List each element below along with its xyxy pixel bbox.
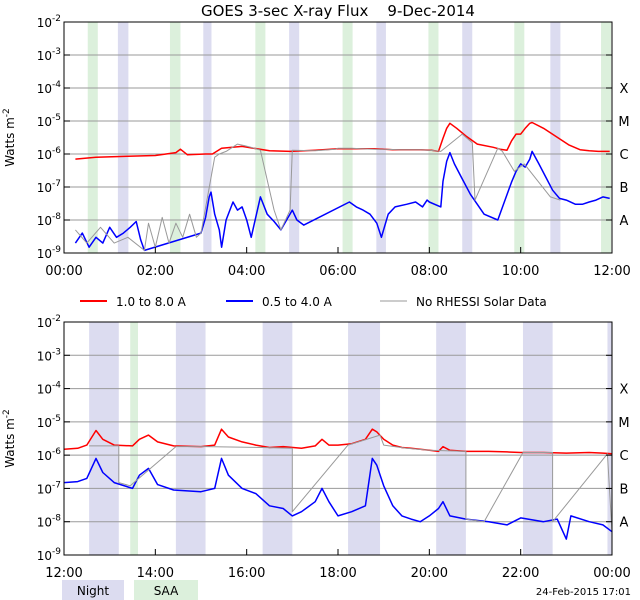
flare-class-A: A <box>620 214 629 229</box>
flare-class-B: B <box>620 181 629 196</box>
panel-1: 10-9 10-8 10-7 10-6 10-5 10-4 10-3 10-2 00:00 02:… <box>2 2 631 279</box>
region-key: Night SAA <box>62 580 198 600</box>
y-tick-label: 10-6 <box>37 447 62 463</box>
y-tick-label: 10-6 <box>37 146 62 162</box>
night-band <box>607 322 612 555</box>
legend-label-0.5-4: 0.5 to 4.0 A <box>262 295 333 309</box>
y-tick-label: 10-4 <box>37 381 62 397</box>
saa-band <box>255 22 266 253</box>
x-tick-label: 08:00 <box>411 264 448 279</box>
y-tick-label: 10-2 <box>37 14 61 30</box>
y-tick-label: 10-5 <box>37 414 61 430</box>
series-1-0-to-8-0-a <box>75 121 610 160</box>
legend-label-1-8: 1.0 to 8.0 A <box>116 295 187 309</box>
night-band <box>522 322 553 555</box>
y-tick-label: 10-3 <box>37 47 61 63</box>
generated-timestamp: 24-Feb-2015 17:01 <box>536 587 631 598</box>
flare-class-C: C <box>619 148 628 163</box>
series-no-rhessi-solar-data <box>89 434 613 532</box>
x-tick-label: 06:00 <box>319 264 356 279</box>
night-band <box>89 322 119 555</box>
x-tick-label: 20:00 <box>411 566 448 581</box>
night-band <box>117 22 129 253</box>
saa-band <box>428 22 439 253</box>
x-tick-label: 00:00 <box>45 264 82 279</box>
night-band <box>262 322 293 555</box>
night-band <box>203 22 212 253</box>
night-key-label: Night <box>77 584 110 598</box>
saa-band <box>601 22 612 253</box>
saa-band <box>514 22 525 253</box>
y-tick-label: 10-8 <box>37 212 62 228</box>
y-tick-label: 10-7 <box>37 179 61 195</box>
x-tick-label: 22:00 <box>502 566 539 581</box>
series-0-5-to-4-0-a <box>63 457 613 540</box>
y-tick-label: 10-9 <box>37 547 62 563</box>
flare-class-M: M <box>618 115 629 130</box>
saa-key-swatch <box>134 580 198 600</box>
series-1-0-to-8-0-a <box>63 428 613 455</box>
legend-label-no-rhessi: No RHESSI Solar Data <box>416 295 547 309</box>
y-tick-label: 10-4 <box>37 80 62 96</box>
saa-band <box>87 22 98 253</box>
saa-key-label: SAA <box>154 584 179 598</box>
night-band <box>289 22 300 253</box>
saa-band <box>130 322 138 555</box>
x-tick-label: 02:00 <box>137 264 174 279</box>
night-band <box>348 322 381 555</box>
flare-class-X: X <box>620 383 629 398</box>
y-tick-label: 10-2 <box>37 314 61 330</box>
series-0-5-to-4-0-a <box>74 150 610 252</box>
saa-band <box>169 22 181 253</box>
y-tick-label: 10-9 <box>37 245 62 261</box>
x-tick-label: 14:00 <box>137 566 174 581</box>
flare-class-X: X <box>620 82 629 97</box>
flare-class-M: M <box>618 416 629 431</box>
y-tick-label: 10-3 <box>37 347 61 363</box>
x-tick-label: 18:00 <box>319 566 356 581</box>
chart-title: GOES 3-sec X-ray Flux 9-Dec-2014 <box>201 2 475 20</box>
x-tick-label: 00:00 <box>593 566 630 581</box>
flare-class-C: C <box>619 449 628 464</box>
plot-frame <box>63 21 613 254</box>
panel-2: 10-9 10-8 10-7 10-6 10-5 10-4 10-3 10-2 12:00 14:… <box>2 314 631 581</box>
night-band <box>550 22 561 253</box>
flare-class-B: B <box>620 482 629 497</box>
flare-class-A: A <box>620 516 629 531</box>
x-tick-label: 12:00 <box>593 264 630 279</box>
night-band <box>376 22 386 253</box>
y-axis-label: Watts m-2 <box>2 409 17 468</box>
y-tick-label: 10-7 <box>37 480 61 496</box>
y-tick-label: 10-8 <box>37 514 62 530</box>
series-no-rhessi-solar-data <box>75 133 561 251</box>
y-axis-label: Watts m-2 <box>2 108 17 167</box>
x-tick-label: 12:00 <box>45 566 82 581</box>
night-key-swatch <box>62 580 124 600</box>
y-tick-label: 10-5 <box>37 113 61 129</box>
night-band <box>175 322 206 555</box>
x-tick-label: 16:00 <box>228 566 265 581</box>
saa-band <box>342 22 353 253</box>
x-tick-label: 04:00 <box>228 264 265 279</box>
legend: 1.0 to 8.0 A 0.5 to 4.0 A No RHESSI Sola… <box>80 295 547 309</box>
night-band <box>436 322 466 555</box>
x-tick-label: 10:00 <box>502 264 539 279</box>
